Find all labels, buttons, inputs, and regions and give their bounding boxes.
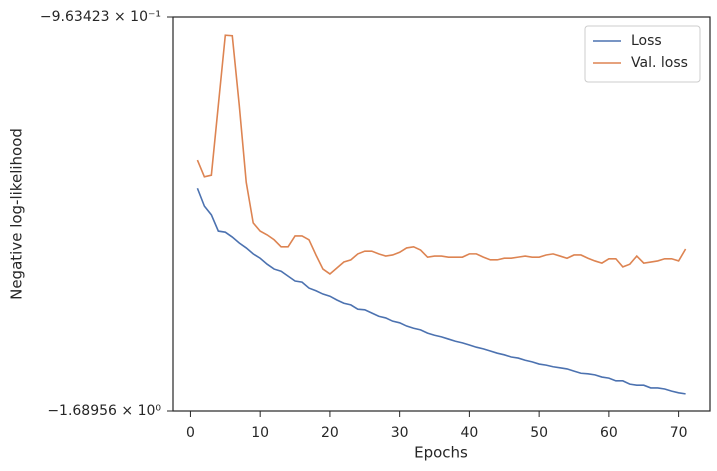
x-tick-label: 30 (391, 425, 409, 441)
legend-label: Val. loss (631, 55, 688, 71)
x-axis-label: Epochs (414, 444, 468, 462)
line (196, 187, 686, 395)
x-tick-label: 10 (251, 425, 269, 441)
x-tick-label: 40 (460, 425, 478, 441)
y-tick-label: −1.68956 × 10⁰ (47, 403, 161, 419)
line (196, 34, 687, 275)
y-axis-label: Negative log-likelihood (8, 128, 26, 300)
x-tick-label: 20 (321, 425, 339, 441)
y-tick-label: −9.63423 × 10⁻¹ (40, 9, 161, 25)
legend-box (584, 25, 701, 83)
plot-frame (172, 16, 711, 412)
x-tick-label: 0 (186, 425, 195, 441)
legend-label: Loss (631, 33, 662, 49)
x-tick-label: 50 (530, 425, 548, 441)
x-tick-label: 70 (670, 425, 688, 441)
x-tick-label: 60 (600, 425, 618, 441)
